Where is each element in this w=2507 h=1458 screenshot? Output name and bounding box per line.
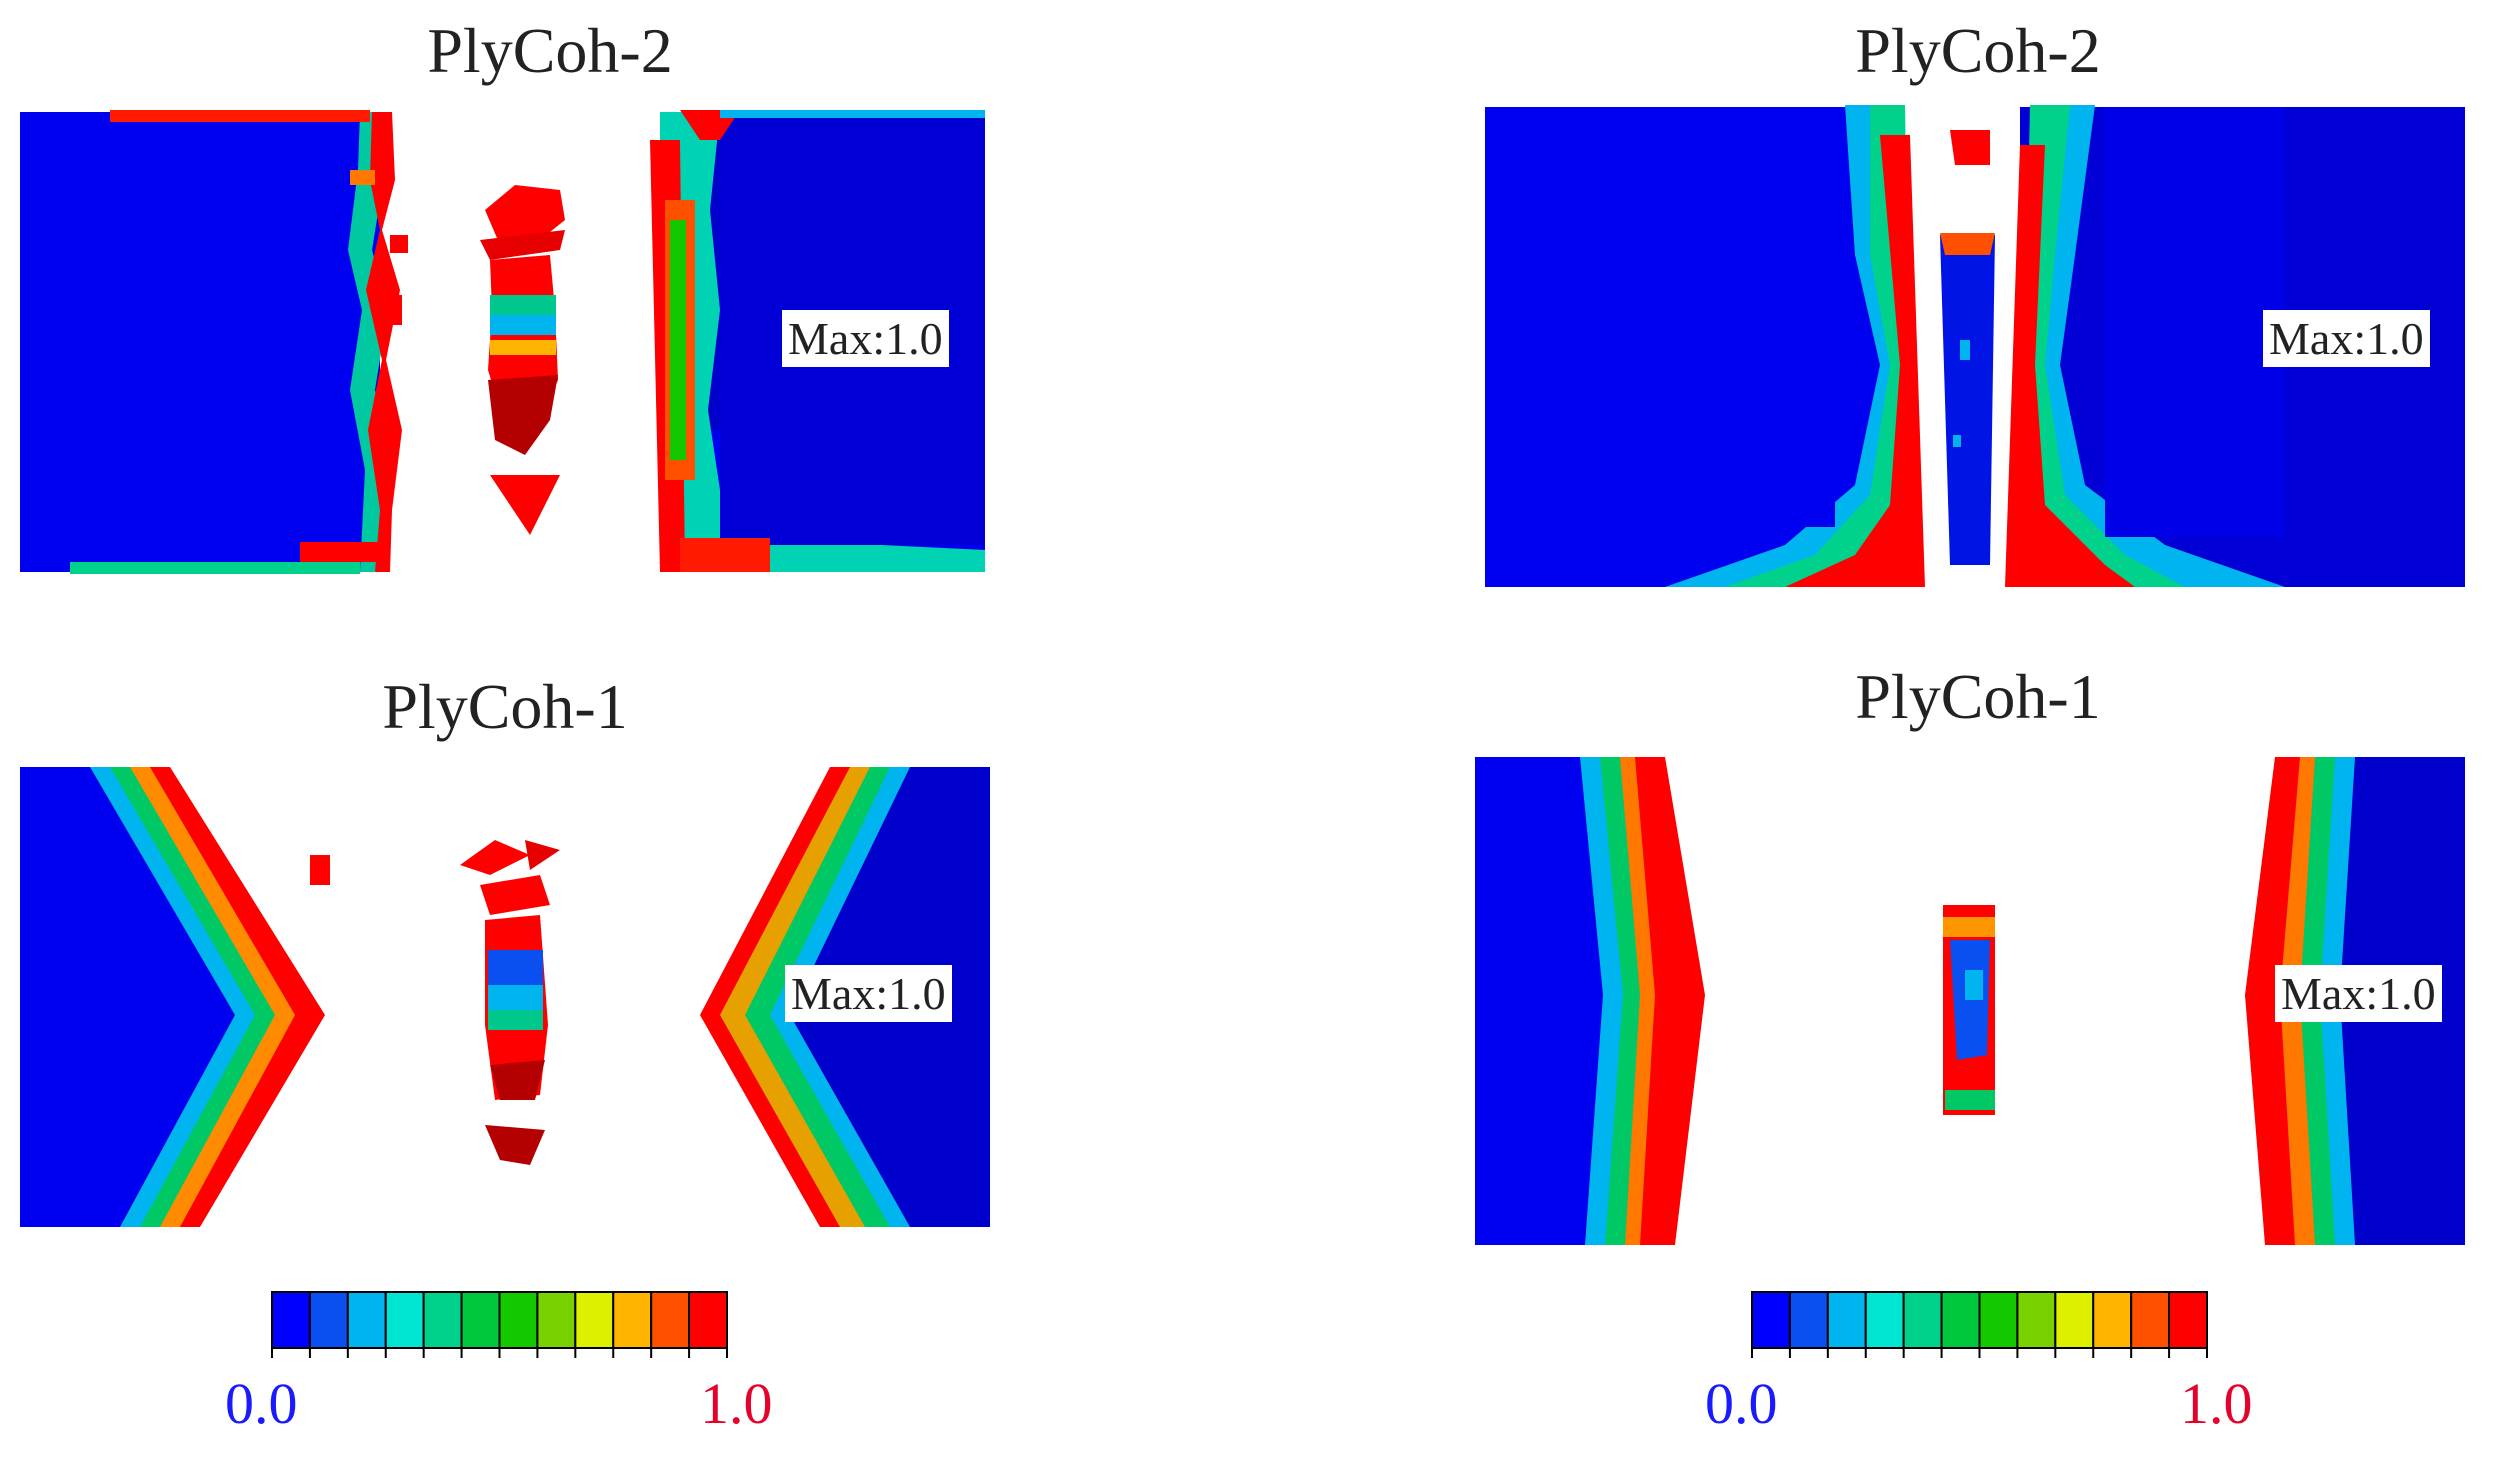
colorbar-swatch: [650, 1291, 691, 1349]
center-fragment-top-2: [525, 840, 560, 870]
damage-contour-plot: Max:1.0: [1475, 755, 2475, 1250]
right-bottom-strip: [680, 538, 770, 572]
left-top-strip: [110, 110, 370, 122]
panel-title: PlyCoh-1: [1855, 661, 2101, 732]
left-notch-2: [390, 235, 408, 253]
left-notch-1: [350, 170, 375, 185]
center-fragment-bottom: [490, 475, 560, 535]
colorbar-swatch: [346, 1291, 387, 1349]
colorbar-swatch: [536, 1291, 577, 1349]
colorbar-swatch: [2054, 1291, 2095, 1349]
colorbar-swatch: [1826, 1291, 1867, 1349]
right-top-strip: [720, 110, 985, 118]
colorbar-swatch: [422, 1291, 463, 1349]
colorbar-swatch: [1902, 1291, 1943, 1349]
colorbar-swatch: [498, 1291, 539, 1349]
left-notch-3: [382, 295, 402, 325]
colorbar-max-label: 1.0: [700, 1371, 773, 1436]
colorbar-min-label: 0.0: [1705, 1371, 1778, 1436]
panel-title: PlyCoh-2: [427, 15, 673, 86]
colorbar-swatch: [688, 1291, 729, 1349]
center-strip-cyan-2: [1953, 435, 1961, 447]
center-fragment-blue: [488, 950, 543, 990]
right-bottom-strip-cyan: [770, 558, 970, 572]
colorbar-swatch: [384, 1291, 425, 1349]
colorbar-right: [1750, 1290, 2210, 1365]
left-bottom-strip-red: [300, 542, 380, 562]
colorbar-swatch: [612, 1291, 653, 1349]
top-fragment: [1950, 130, 1990, 165]
center-strip-cyan: [1965, 970, 1983, 1000]
center-fragment-top: [485, 185, 565, 245]
colorbar-min-label: 0.0: [225, 1371, 298, 1436]
colorbar-swatch: [2016, 1291, 2057, 1349]
center-fragment-dark: [488, 375, 558, 455]
center-fragment-cyan: [490, 315, 556, 335]
center-fragment-green: [488, 1010, 543, 1030]
colorbar-swatch: [1978, 1291, 2019, 1349]
left-block-edge-red: [1785, 135, 1925, 587]
panel-title: PlyCoh-2: [1855, 15, 2101, 86]
center-fragment-mid: [480, 875, 550, 915]
left-block-core: [1485, 107, 1835, 527]
center-strip-top: [1940, 233, 1995, 255]
max-label: Max:1.0: [2275, 965, 2442, 1022]
damage-contour-plot: Max:1.0: [20, 110, 990, 580]
center-fragment-top-2: [480, 230, 565, 260]
left-block: [20, 112, 380, 572]
left-block-blue: [1475, 757, 1603, 1245]
colorbar-swatch: [1751, 1291, 1791, 1349]
right-block-lighter: [2105, 107, 2285, 537]
right-edge-stripes-green: [670, 220, 686, 460]
center-strip-cyan: [1960, 340, 1970, 360]
max-label: Max:1.0: [782, 310, 949, 367]
colorbar-scale: [1751, 1291, 2209, 1358]
colorbar-swatch: [460, 1291, 501, 1349]
colorbar-swatch: [2130, 1291, 2171, 1349]
colorbar-left: [270, 1290, 730, 1365]
colorbar-swatch: [1788, 1291, 1829, 1349]
colorbar-scale: [271, 1291, 729, 1358]
colorbar-swatch: [1940, 1291, 1981, 1349]
colorbar-swatch: [1864, 1291, 1905, 1349]
colorbar-swatch: [308, 1291, 349, 1349]
damage-contour-plot: Max:1.0: [20, 765, 1000, 1235]
left-block-blue: [20, 767, 235, 1227]
colorbar-swatch: [2168, 1291, 2209, 1349]
center-fragment-dark: [490, 1060, 545, 1100]
center-fragment-bottom: [485, 1125, 545, 1165]
damage-contour-plot: Max:1.0: [1485, 105, 2475, 595]
center-fragment-orange: [490, 340, 556, 355]
left-block-edge-damage: [366, 112, 402, 572]
center-fragment-top: [460, 840, 530, 875]
panel-title: PlyCoh-1: [382, 671, 628, 742]
center-strip: [1940, 235, 1995, 565]
left-fragment: [310, 855, 330, 885]
right-block-edge-red: [2005, 145, 2135, 587]
colorbar-swatch: [271, 1291, 311, 1349]
right-block-edge-band: [660, 112, 985, 572]
max-label: Max:1.0: [785, 965, 952, 1022]
left-bottom-strip: [70, 562, 360, 574]
max-label: Max:1.0: [2263, 310, 2430, 367]
colorbar-swatch: [2092, 1291, 2133, 1349]
colorbar-max-label: 1.0: [2180, 1371, 2253, 1436]
center-strip-green: [1945, 1090, 1995, 1110]
center-strip-orange: [1943, 917, 1995, 937]
colorbar-swatch: [574, 1291, 615, 1349]
